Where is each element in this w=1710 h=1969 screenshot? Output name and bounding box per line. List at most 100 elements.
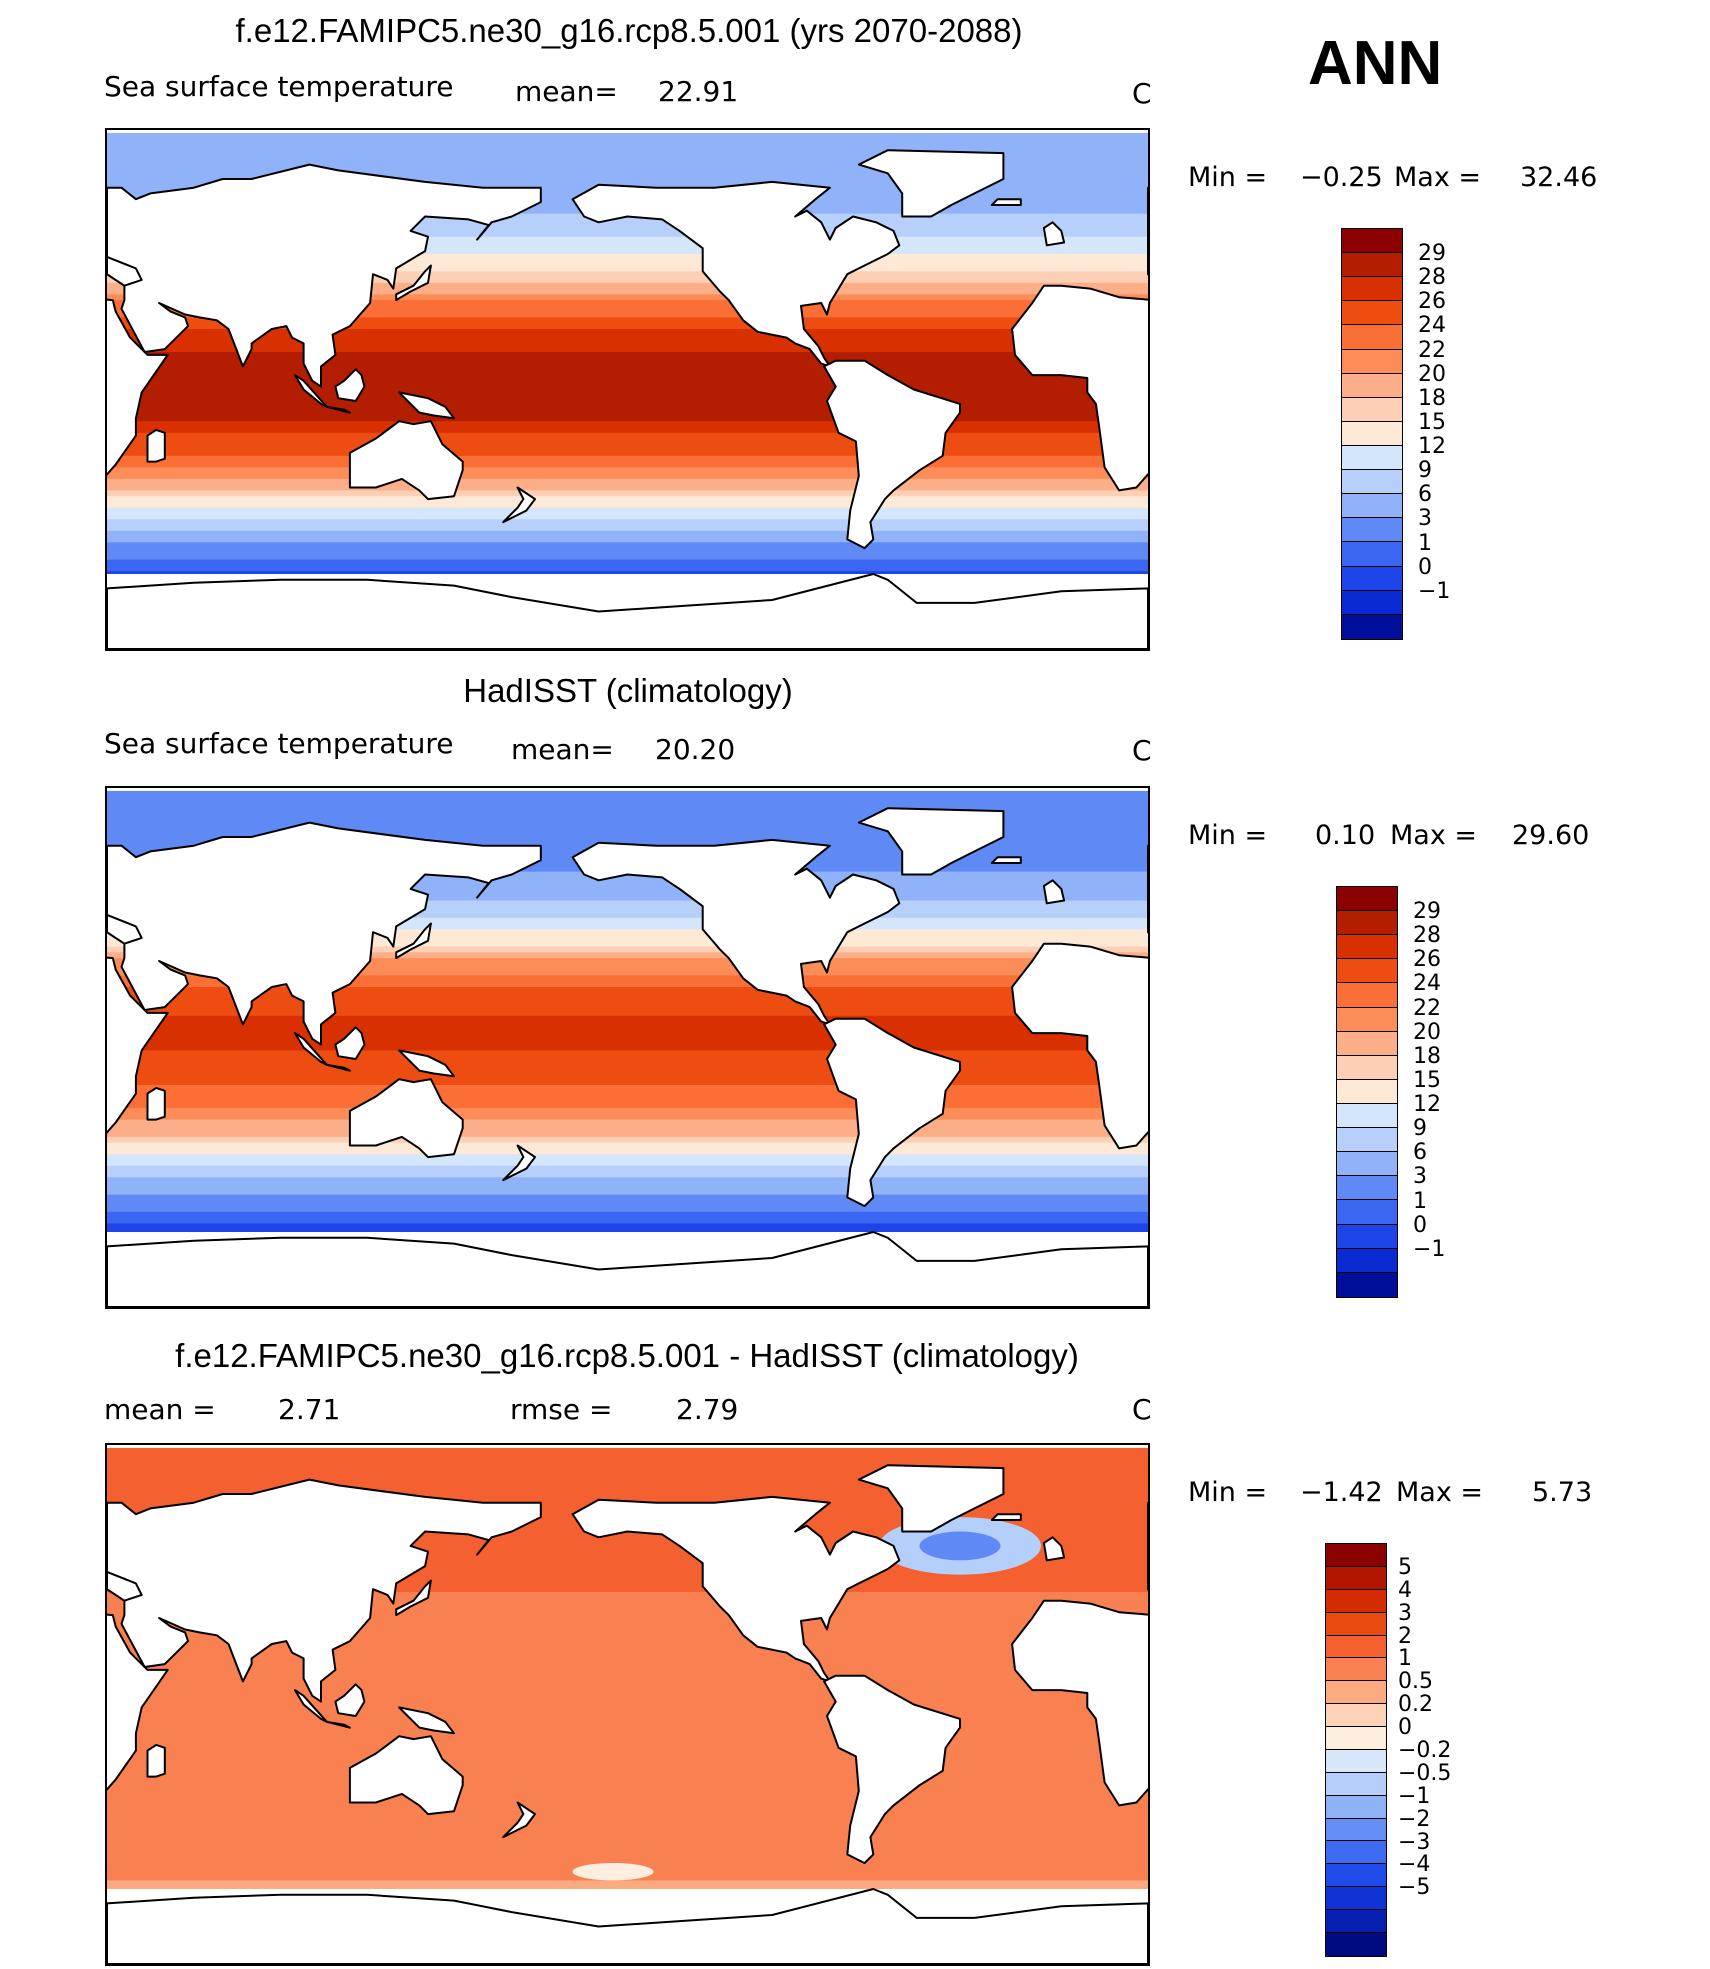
- sst-band: [107, 1540, 1148, 1547]
- sst-band: [107, 1459, 1148, 1466]
- sst-band: [107, 1476, 1148, 1484]
- sst-band: [107, 1471, 1148, 1478]
- colorbar-tick-label: 15: [1413, 1067, 1441, 1093]
- sst-band: [107, 1447, 1148, 1455]
- land-mass: [1011, 284, 1148, 492]
- colorbar-segment: [1337, 1007, 1397, 1032]
- sst-band: [107, 1119, 1148, 1126]
- sst-band: [107, 1603, 1148, 1610]
- sst-band: [107, 1857, 1148, 1864]
- sst-band: [107, 1217, 1148, 1224]
- sst-band: [107, 1851, 1148, 1858]
- sst-band: [107, 415, 1148, 422]
- panel2-map: [105, 786, 1150, 1309]
- colorbar-segment: [1342, 373, 1402, 398]
- land-mass: [398, 391, 455, 420]
- sst-band: [107, 1044, 1148, 1051]
- colorbar-segment: [1337, 1031, 1397, 1056]
- colorbar-tick-label: 4: [1398, 1577, 1412, 1603]
- colorbar-tick-label: −0.2: [1398, 1738, 1452, 1763]
- sst-band: [107, 317, 1148, 324]
- sst-band: [107, 403, 1148, 411]
- sst-band: [107, 421, 1148, 428]
- sst-band: [107, 1015, 1148, 1023]
- sst-band: [107, 1183, 1148, 1190]
- colorbar-tick-label: 0: [1418, 554, 1432, 580]
- colorbar-tick-label: −1: [1418, 578, 1451, 604]
- sst-band: [107, 1684, 1148, 1691]
- sst-band: [107, 790, 1148, 798]
- panel1-colorbar-ticks: 29 28 26 24 22 20 18 15 12 9 6 3 1 0 −1: [1418, 228, 1498, 640]
- panel3-mean-value: 2.71: [278, 1393, 341, 1426]
- sst-band: [107, 1759, 1148, 1766]
- sst-band: [107, 912, 1148, 919]
- sst-band: [107, 467, 1148, 474]
- sst-band: [107, 432, 1148, 440]
- sst-band: [107, 501, 1148, 509]
- panel2-variable-label: Sea surface temperature: [104, 727, 454, 760]
- sst-band: [107, 1718, 1148, 1726]
- sst-band: [107, 877, 1148, 884]
- colorbar-tick-label: 29: [1413, 899, 1441, 925]
- colorbar-tick-label: 26: [1413, 947, 1441, 973]
- sst-band: [107, 1194, 1148, 1201]
- panel1-variable-label: Sea surface temperature: [104, 70, 454, 103]
- colorbar-segment: [1337, 959, 1397, 984]
- land-mass: [334, 1683, 366, 1717]
- colorbar-segment: [1342, 542, 1402, 567]
- sst-band: [107, 1165, 1148, 1173]
- sst-band: [107, 1678, 1148, 1685]
- colorbar-segment: [1337, 1224, 1397, 1249]
- sst-band: [107, 294, 1148, 301]
- sst-band: [107, 427, 1148, 434]
- sst-band: [107, 1799, 1148, 1807]
- colorbar-segment: [1326, 1704, 1386, 1727]
- land-mass: [107, 1478, 542, 1703]
- colorbar-tick-label: 9: [1413, 1116, 1427, 1142]
- colorbar-tick-label: 0.2: [1398, 1692, 1433, 1718]
- sst-band: [107, 1453, 1148, 1461]
- colorbar-tick-label: 28: [1418, 265, 1446, 291]
- land-mass: [294, 1032, 328, 1066]
- sst-band: [107, 455, 1148, 463]
- colorbar-tick-label: 24: [1413, 971, 1441, 997]
- sst-band: [107, 1079, 1148, 1086]
- sst-band: [107, 1816, 1148, 1824]
- sst-band: [107, 1206, 1148, 1213]
- panel3-max-label: Max =: [1396, 1477, 1484, 1508]
- sst-band: [107, 1672, 1148, 1680]
- sst-band: [107, 1770, 1148, 1778]
- land-mass: [990, 198, 1022, 206]
- sst-band: [107, 548, 1148, 555]
- panel2-min-label: Min =: [1188, 820, 1268, 851]
- land-mass: [334, 368, 366, 402]
- sst-band: [107, 167, 1148, 174]
- panel1-map: [105, 128, 1150, 651]
- sst-band: [107, 1056, 1148, 1063]
- sst-band: [107, 1793, 1148, 1801]
- sst-band: [107, 259, 1148, 267]
- sst-band: [107, 1033, 1148, 1040]
- sst-band: [107, 1828, 1148, 1835]
- panel3-mean-label: mean =: [104, 1393, 216, 1426]
- panel2-map-svg: [107, 790, 1148, 1307]
- colorbar-segment: [1342, 277, 1402, 302]
- sst-band: [107, 173, 1148, 180]
- sst-band: [107, 1488, 1148, 1495]
- panel3-units: C: [1132, 1393, 1152, 1426]
- sst-band: [107, 392, 1148, 399]
- panel3-colorbar-ticks: 5 4 3 2 1 0.5 0.2 0 −0.2 −0.5 −1 −2 −3 −4 −5: [1398, 1543, 1498, 1957]
- sst-band: [107, 1845, 1148, 1853]
- colorbar-tick-label: −1: [1413, 1236, 1446, 1262]
- sst-band: [107, 386, 1148, 393]
- colorbar-segment: [1337, 983, 1397, 1008]
- sst-band: [107, 519, 1148, 526]
- land-mass: [107, 163, 542, 388]
- sst-band: [107, 1782, 1148, 1789]
- colorbar-tick-label: 3: [1398, 1600, 1412, 1626]
- colorbar-tick-label: 12: [1413, 1092, 1441, 1118]
- colorbar-segment: [1337, 1079, 1397, 1104]
- sst-band: [107, 1171, 1148, 1178]
- sst-band: [107, 1615, 1148, 1622]
- colorbar-segment: [1326, 1681, 1386, 1705]
